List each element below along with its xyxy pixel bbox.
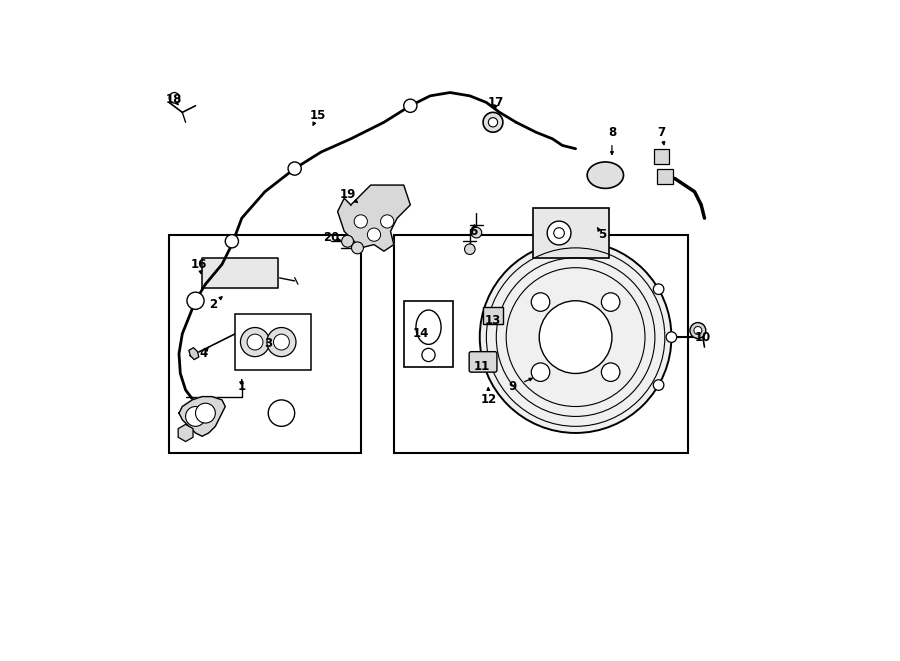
Circle shape [601,293,620,311]
Polygon shape [338,185,410,251]
Circle shape [547,221,571,245]
Circle shape [342,235,354,247]
Circle shape [185,407,205,426]
Text: 8: 8 [608,126,616,139]
Circle shape [464,244,475,254]
Circle shape [187,292,204,309]
Polygon shape [179,397,225,436]
Circle shape [531,363,550,381]
Circle shape [694,327,702,334]
Circle shape [225,235,238,248]
Text: 20: 20 [323,231,339,245]
Bar [169,235,361,453]
Circle shape [195,403,215,423]
Circle shape [381,215,394,228]
Circle shape [489,118,498,127]
Text: 17: 17 [488,96,504,109]
Circle shape [422,348,435,362]
Text: 9: 9 [508,380,517,393]
Text: 7: 7 [658,126,666,139]
Bar [235,314,311,370]
FancyBboxPatch shape [469,352,497,372]
Text: 6: 6 [469,225,477,238]
Text: 13: 13 [485,314,501,327]
Bar [657,169,673,184]
Ellipse shape [587,162,624,188]
Text: 18: 18 [166,93,182,106]
Text: 5: 5 [598,228,607,241]
Bar [404,301,454,367]
Circle shape [404,99,417,112]
Circle shape [653,379,664,390]
Circle shape [355,215,367,228]
Text: 15: 15 [310,109,326,122]
Circle shape [554,227,564,239]
Circle shape [690,323,706,338]
Bar [483,307,503,324]
Circle shape [169,93,180,103]
Polygon shape [202,258,278,288]
Circle shape [539,301,612,373]
Circle shape [531,293,550,311]
Text: 12: 12 [481,393,497,407]
Circle shape [472,227,482,238]
Circle shape [483,112,503,132]
Text: 10: 10 [695,330,711,344]
Text: 1: 1 [238,380,246,393]
Text: 14: 14 [413,327,429,340]
Circle shape [653,284,664,295]
Bar [394,235,688,453]
Circle shape [352,242,364,254]
Circle shape [248,334,263,350]
Circle shape [601,363,620,381]
Text: 11: 11 [473,360,490,373]
Circle shape [367,228,381,241]
Text: 3: 3 [265,337,273,350]
Text: 2: 2 [210,297,218,311]
Circle shape [666,332,677,342]
Circle shape [267,328,296,357]
Ellipse shape [416,310,441,344]
Circle shape [480,241,671,433]
Circle shape [240,328,269,357]
Text: 16: 16 [191,258,207,271]
Polygon shape [189,348,199,360]
Text: 4: 4 [199,347,208,360]
Text: 19: 19 [339,188,356,202]
Bar [653,149,670,164]
Circle shape [274,334,290,350]
Bar [533,208,608,258]
Circle shape [288,162,302,175]
